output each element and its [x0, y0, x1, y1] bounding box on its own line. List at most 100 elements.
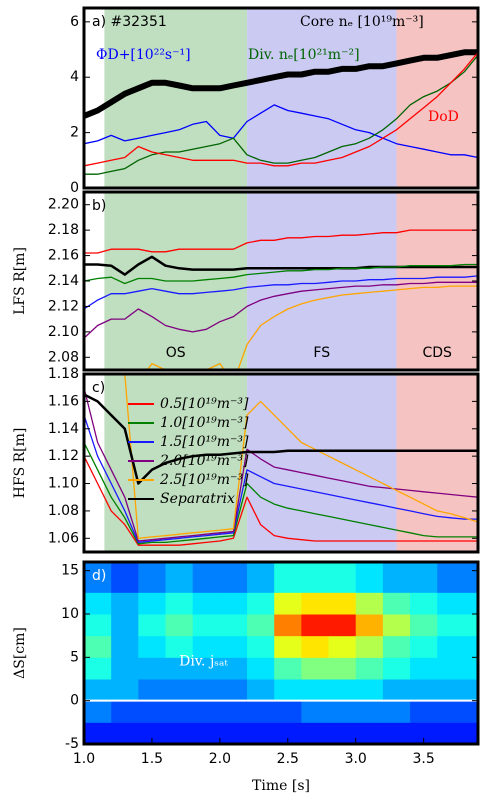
- heatmap-cell: [111, 700, 139, 723]
- legend-label: 1.5[10¹⁹m⁻³]: [160, 434, 249, 450]
- y-tick-label: 1.14: [48, 421, 79, 437]
- heatmap-cell: [328, 562, 357, 593]
- y-tick-label: 2.10: [48, 324, 79, 340]
- heatmap-cell: [355, 657, 384, 680]
- heatmap-cell: [328, 657, 357, 680]
- heatmap-cell: [274, 592, 302, 615]
- heatmap-cell: [219, 614, 248, 637]
- heatmap-cell: [192, 635, 221, 658]
- heatmap-cell: [111, 592, 139, 615]
- heatmap-cell: [301, 592, 330, 615]
- heatmap-cell: [328, 614, 357, 637]
- heatmap-cell: [111, 722, 139, 744]
- heatmap-cell: [382, 614, 411, 637]
- y-axis-label: ΔS[cm]: [12, 627, 28, 679]
- y-tick-label: 2.14: [48, 273, 79, 289]
- heatmap-cell: [138, 592, 167, 615]
- heatmap-cell: [247, 614, 275, 637]
- series-label: DoD: [428, 109, 459, 125]
- heatmap-cell: [437, 722, 478, 744]
- heatmap-cell: [192, 722, 221, 744]
- heatmap-cell: [138, 700, 167, 723]
- series-label: Div. nₑ[10²¹m⁻²]: [248, 47, 360, 63]
- heatmap-cell: [410, 592, 438, 615]
- heatmap-cell: [138, 657, 167, 680]
- y-tick-label: 2.08: [48, 349, 79, 365]
- region: [247, 192, 397, 370]
- panel-frame: [82, 372, 480, 554]
- heatmap-cell: [138, 722, 167, 744]
- legend-label: 1.0[10¹⁹m⁻³]: [160, 415, 249, 431]
- y-tick-label: 1.18: [48, 366, 79, 382]
- heatmap-cell: [355, 614, 384, 637]
- heatmap-cell: [301, 679, 330, 702]
- panel-label: b): [92, 198, 106, 214]
- heatmap-cell: [274, 614, 302, 637]
- series-line: [84, 281, 478, 339]
- heatmap-cell: [192, 679, 221, 702]
- heatmap-cell: [247, 657, 275, 680]
- heatmap-cell: [410, 635, 438, 658]
- series-line: [84, 455, 478, 546]
- heatmap-cell: [84, 614, 112, 637]
- heatmap-cell: [382, 657, 411, 680]
- region: [396, 8, 478, 188]
- y-tick-label: 2.12: [48, 298, 79, 314]
- region: [396, 374, 478, 552]
- x-axis-label: Time [s]: [252, 778, 310, 794]
- heatmap-cell: [437, 562, 478, 593]
- heatmap-cell: [301, 614, 330, 637]
- heatmap-cell: [382, 722, 411, 744]
- heatmap-cell: [301, 562, 330, 593]
- heatmap-cell: [111, 562, 139, 593]
- heatmap-cell: [84, 722, 112, 744]
- heatmap-cell: [84, 679, 112, 702]
- heatmap-cell: [192, 657, 221, 680]
- heatmap-cell: [328, 592, 357, 615]
- heatmap-cell: [84, 700, 112, 723]
- panel-frame: [82, 560, 480, 746]
- heatmap-cell: [274, 635, 302, 658]
- region: [247, 8, 397, 188]
- heatmap-cell: [219, 592, 248, 615]
- series-line: [146, 285, 478, 370]
- heatmap-cell: [355, 562, 384, 593]
- y-tick-label: 2: [70, 125, 79, 141]
- y-tick-label: 1.12: [48, 448, 79, 464]
- heatmap-cell: [437, 592, 478, 615]
- panel-label: a) #32351: [92, 14, 167, 30]
- series-line: [84, 414, 478, 544]
- heatmap-cell: [111, 657, 139, 680]
- heatmap-cell: [382, 592, 411, 615]
- series-line: [84, 54, 478, 175]
- heatmap-cell: [328, 700, 357, 723]
- heatmap-cell: [274, 722, 302, 744]
- heatmap-cell: [355, 700, 384, 723]
- series-line: [84, 387, 478, 542]
- region-label: OS: [166, 345, 186, 361]
- y-tick-label: 10: [61, 606, 79, 622]
- plot-area: [84, 8, 478, 188]
- region: [104, 8, 248, 188]
- x-tick-label: 2.5: [277, 751, 299, 767]
- y-tick-label: 2.16: [48, 248, 79, 264]
- y-tick-label: 5: [70, 649, 79, 665]
- heatmap-cell: [165, 700, 194, 723]
- series-line: [84, 442, 478, 545]
- x-tick-label: 3.0: [345, 751, 367, 767]
- heatmap-cell: [165, 679, 194, 702]
- region: [396, 192, 478, 370]
- y-axis-label: LFS R[m]: [12, 247, 28, 315]
- heatmap-cell: [301, 722, 330, 744]
- heatmap-cell: [219, 562, 248, 593]
- heatmap-cell: [165, 562, 194, 593]
- heatmap-cell: [219, 700, 248, 723]
- panel-label: c): [92, 380, 105, 396]
- heatmap-cell: [219, 635, 248, 658]
- heatmap-cell: [437, 635, 478, 658]
- series-label: ΦD+[10²²s⁻¹]: [96, 47, 191, 63]
- plot-area: [84, 562, 478, 744]
- heatmap-cell: [247, 635, 275, 658]
- heatmap-cell: [274, 657, 302, 680]
